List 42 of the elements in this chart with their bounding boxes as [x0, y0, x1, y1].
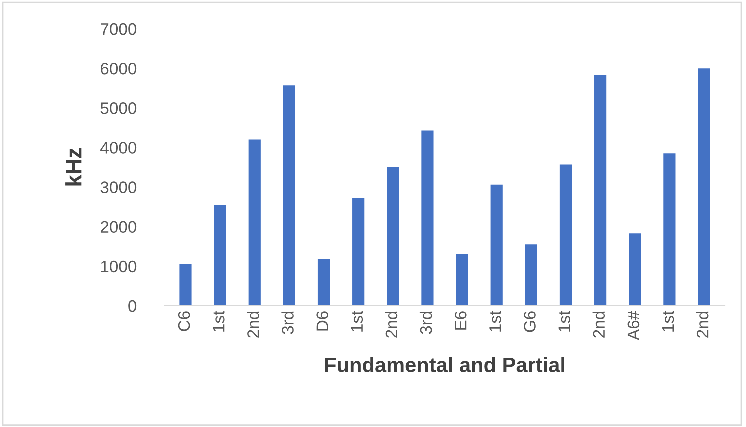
bar [490, 184, 503, 306]
bar [456, 254, 468, 306]
x-tick-label: 2nd [592, 312, 606, 338]
y-tick-label: 3000 [100, 182, 137, 194]
x-axis-title: Fundamental and Partial [325, 357, 565, 372]
x-tick-label: 3rd [420, 312, 432, 334]
y-tick-label: 2000 [100, 221, 137, 234]
x-tick-label: 1st [662, 310, 674, 332]
y-tick-label: 4000 [100, 142, 137, 154]
x-tick-label: C6 [178, 312, 190, 332]
x-tick-label: 1st [490, 310, 502, 332]
bar [525, 244, 538, 306]
y-tick-label: 6000 [100, 62, 137, 75]
x-tick-label: 2nd [247, 312, 260, 338]
x-tick-label: 1st [213, 310, 225, 332]
bar [318, 259, 330, 306]
x-tick-label: 2nd [385, 312, 398, 338]
y-tick-label: 7000 [101, 23, 137, 36]
x-tick-label: 1st [351, 310, 364, 332]
y-axis-title: kHz [66, 148, 82, 186]
x-tick-label: D6 [316, 312, 328, 331]
bar [352, 198, 365, 306]
x-tick-label: G6 [524, 312, 536, 332]
y-tick-label: 0 [128, 300, 137, 312]
x-tick-label: A6# [628, 310, 640, 340]
x-tick-label: 3rd [282, 312, 294, 334]
bar [629, 234, 642, 306]
bar [664, 154, 676, 306]
bar [214, 205, 226, 306]
y-tick-label: 5000 [100, 102, 137, 114]
x-tick-label: E6 [454, 312, 467, 330]
bar [180, 264, 192, 306]
bar [387, 168, 400, 306]
bar [560, 164, 572, 306]
bar [283, 86, 296, 306]
bar [698, 68, 710, 306]
y-tick-label: 1000 [101, 260, 137, 273]
bar [422, 130, 434, 306]
x-tick-label: 2nd [696, 312, 709, 338]
x-tick-label: 1st [558, 310, 570, 332]
bar [594, 75, 607, 306]
bar [248, 140, 261, 306]
